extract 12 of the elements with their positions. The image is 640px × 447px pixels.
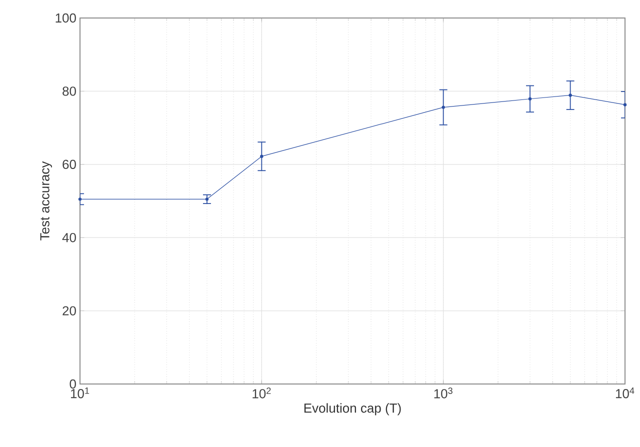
y-tick-label: 80: [62, 86, 76, 96]
y-tick-label: 60: [62, 160, 76, 169]
x-axis-title: Evolution cap (T): [304, 403, 401, 416]
y-tick-label: 40: [62, 232, 76, 242]
y-tick-label: 100: [56, 13, 76, 23]
x-tick-label: 10$^{1}$: [70, 388, 90, 398]
y-tick-label: 20: [62, 306, 76, 316]
y-axis-title: Test accuracy: [40, 161, 52, 240]
x-tick-label: 10$^{3}$: [434, 388, 452, 398]
y-tick-label: 0: [70, 379, 76, 389]
x-tick-label: 10$^{2}$: [252, 388, 271, 398]
x-tick-label: 10$^{4}$: [616, 388, 634, 398]
